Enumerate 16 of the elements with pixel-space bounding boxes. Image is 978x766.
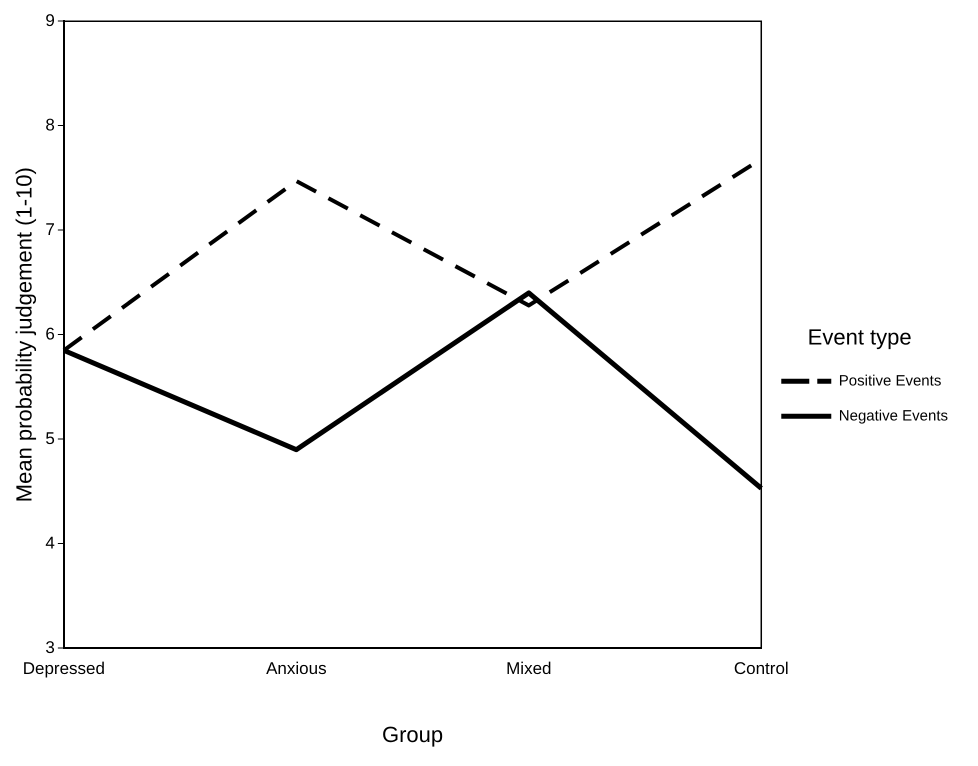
y-tick-label: 7 <box>45 220 55 239</box>
legend-title: Event type <box>808 324 912 350</box>
legend-label: Positive Events <box>838 372 942 390</box>
y-tick-label: 5 <box>45 428 55 448</box>
x-axis-title: Group <box>382 722 444 747</box>
y-tick-label: 8 <box>45 115 55 134</box>
legend-label: Negative Events <box>838 407 948 424</box>
y-tick-label: 4 <box>45 533 55 552</box>
y-tick-label: 6 <box>45 324 55 344</box>
x-tick-label: Control <box>734 659 789 678</box>
x-tick-label: Anxious <box>266 659 327 678</box>
y-tick-label: 9 <box>45 10 55 30</box>
y-axis-title: Mean probability judgement (1-10) <box>11 167 36 502</box>
x-tick-label: Depressed <box>22 659 105 678</box>
y-tick-label: 3 <box>45 638 55 657</box>
x-tick-label: Mixed <box>506 659 552 678</box>
